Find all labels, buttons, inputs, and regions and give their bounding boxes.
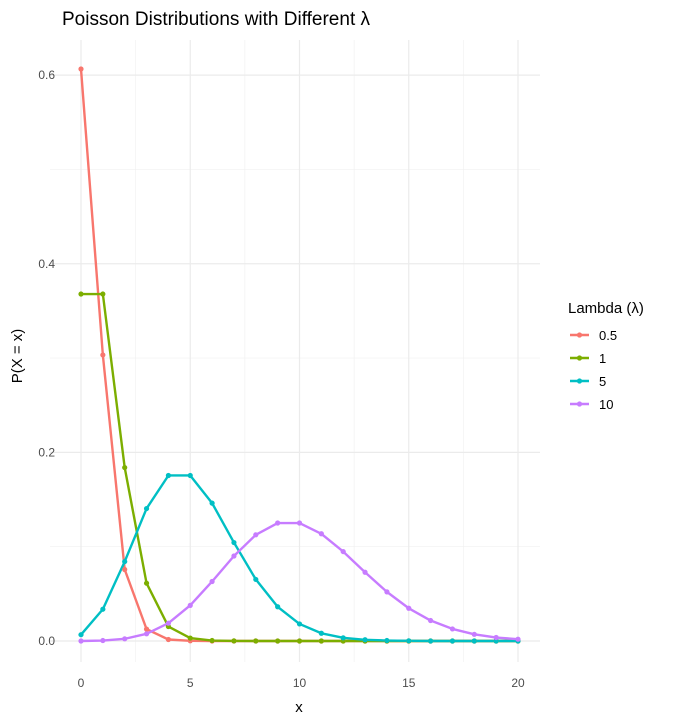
data-point-10 (209, 578, 215, 585)
data-point-5 (253, 576, 259, 583)
data-point-5 (318, 630, 324, 636)
data-point-10 (253, 532, 259, 538)
legend-key-point (576, 378, 583, 384)
x-axis-label: x (295, 699, 303, 716)
data-point-5 (296, 621, 303, 627)
y-axis-label: P(X = x) (9, 329, 26, 384)
data-point-10 (165, 620, 171, 626)
data-point-5 (471, 638, 477, 644)
data-point-10 (340, 548, 346, 555)
x-tick-label: 10 (293, 676, 307, 690)
data-point-10 (449, 626, 456, 632)
legend-label: 5 (599, 374, 606, 389)
legend-key-point (576, 401, 583, 407)
y-tick-label: 0.4 (38, 257, 55, 271)
legend: 0.5 1 5 10 (570, 328, 617, 412)
data-point-5 (165, 472, 171, 479)
data-point-10 (318, 531, 324, 537)
data-point-10 (362, 569, 368, 575)
data-point-5 (143, 505, 150, 512)
data-point-10 (275, 520, 281, 526)
data-point-5 (231, 539, 237, 546)
data-point-5 (122, 558, 128, 565)
data-point-0.5 (122, 566, 128, 573)
data-point-1 (122, 464, 128, 471)
data-point-10 (471, 631, 477, 637)
data-point-10 (100, 637, 106, 644)
data-point-10 (296, 520, 303, 526)
data-point-5 (428, 638, 434, 644)
data-point-10 (231, 553, 237, 559)
legend-label: 1 (599, 351, 606, 366)
data-point-1 (296, 638, 303, 644)
data-point-10 (428, 617, 434, 624)
x-tick-label: 15 (402, 676, 416, 690)
legend-label: 0.5 (599, 328, 617, 343)
data-point-5 (78, 632, 84, 638)
series-points (78, 66, 521, 644)
data-point-1 (253, 638, 259, 644)
data-point-1 (78, 291, 84, 297)
legend-key-point (576, 355, 583, 361)
y-tick-label: 0.0 (38, 634, 55, 648)
data-point-5 (209, 500, 215, 506)
data-point-5 (187, 472, 193, 479)
data-point-5 (340, 635, 346, 641)
data-point-1 (143, 580, 150, 586)
data-point-5 (384, 637, 390, 644)
data-point-0.5 (78, 66, 84, 72)
legend-label: 10 (599, 397, 613, 412)
data-point-1 (209, 637, 215, 644)
data-point-5 (275, 604, 281, 610)
data-point-10 (143, 631, 150, 637)
chart-title: Poisson Distributions with Different λ (62, 9, 370, 30)
data-point-1 (187, 635, 193, 641)
tick-labels: 0 5 10 15 20 0.0 0.2 0.4 0.6 (38, 68, 525, 690)
legend-key-point (576, 332, 583, 338)
data-point-1 (318, 638, 324, 644)
data-point-10 (515, 636, 521, 642)
data-point-10 (493, 634, 499, 641)
x-tick-label: 5 (187, 676, 194, 690)
data-point-5 (406, 638, 412, 644)
data-point-10 (122, 636, 128, 642)
data-point-5 (100, 606, 106, 612)
data-point-5 (362, 637, 368, 643)
data-point-1 (231, 638, 237, 644)
data-point-5 (449, 638, 456, 644)
data-point-0.5 (165, 636, 171, 643)
legend-title: Lambda (λ) (568, 300, 644, 317)
data-point-0.5 (143, 626, 150, 632)
data-point-1 (100, 291, 106, 297)
x-tick-label: 0 (78, 676, 85, 690)
y-tick-label: 0.2 (38, 445, 55, 459)
data-point-10 (384, 589, 390, 595)
data-point-0.5 (100, 352, 106, 358)
data-point-10 (406, 605, 412, 611)
x-tick-label: 20 (511, 676, 525, 690)
data-point-10 (187, 602, 193, 608)
data-point-1 (275, 638, 281, 644)
data-point-10 (78, 638, 84, 644)
y-tick-label: 0.6 (38, 68, 55, 82)
